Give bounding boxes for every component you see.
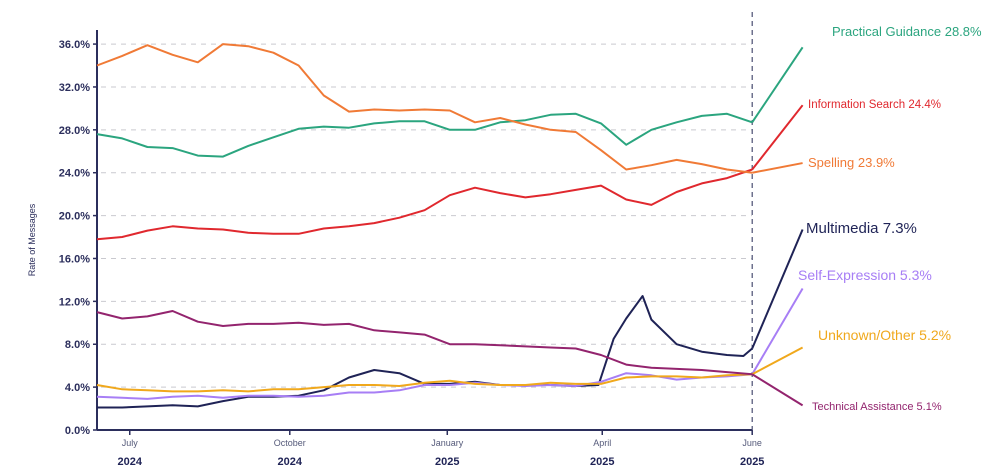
series-line-practical-guidance [96, 112, 753, 158]
series-label-information-search: Information Search 24.4% [808, 99, 941, 111]
x-tick-month: April [593, 438, 611, 448]
grid-lines [96, 12, 753, 431]
x-tick-year: 2025 [435, 456, 459, 468]
x-tick-month: January [431, 438, 464, 448]
x-tick-month: July [122, 438, 139, 448]
series-line-spelling [96, 43, 753, 174]
series-line-technical-assistance [96, 310, 753, 376]
x-tick-month: June [742, 438, 762, 448]
series-label-technical-assistance: Technical Assistance 5.1% [812, 401, 942, 413]
x-axis-ticks: July 2024 October 2024 January 2025 April 2025 J… [118, 430, 764, 468]
series-label-spelling: Spelling 23.9% [808, 155, 895, 170]
x-tick-year: 2024 [118, 456, 143, 468]
y-tick-label: 8.0% [65, 339, 90, 351]
series-label-practical-guidance: Practical Guidance 28.8% [832, 24, 982, 39]
y-tick-label: 16.0% [59, 253, 90, 265]
leader-line-information-search [751, 104, 804, 171]
series-label-multimedia: Multimedia 7.3% [806, 220, 917, 237]
series-line-unknown-other [96, 373, 753, 393]
leader-line-practical-guidance [751, 46, 804, 123]
y-tick-label: 32.0% [59, 82, 90, 94]
y-tick-label: 4.0% [65, 382, 90, 394]
series-label-unknown-other: Unknown/Other 5.2% [818, 327, 951, 343]
x-tick-year: 2024 [278, 456, 303, 468]
y-axis-title: Rate of Messages [27, 203, 37, 276]
y-tick-label: 28.0% [59, 125, 90, 137]
y-tick-label: 12.0% [59, 296, 90, 308]
y-axis-ticks: 0.0% 4.0% 8.0% 12.0% 16.0% 20.0% 24.0% 28.0% 32.… [59, 39, 97, 437]
x-tick-year: 2025 [740, 456, 764, 468]
leader-line-self-expression [751, 287, 804, 375]
series-labels: Practical Guidance 28.8% Information Sear… [798, 24, 982, 413]
y-tick-label: 36.0% [59, 39, 90, 51]
leader-line-spelling [752, 162, 803, 174]
y-tick-label: 24.0% [59, 168, 90, 180]
x-tick-month: October [274, 438, 306, 448]
series-label-self-expression: Self-Expression 5.3% [798, 267, 932, 283]
y-tick-label: 20.0% [59, 211, 90, 223]
series-line-self-expression [96, 372, 753, 400]
x-tick-year: 2025 [590, 456, 614, 468]
leader-line-multimedia [751, 229, 804, 349]
series-lines [96, 43, 804, 409]
y-tick-label: 0.0% [65, 425, 90, 437]
series-line-information-search [96, 168, 753, 241]
leader-line-technical-assistance [751, 373, 804, 407]
leader-line-unknown-other [751, 346, 804, 376]
